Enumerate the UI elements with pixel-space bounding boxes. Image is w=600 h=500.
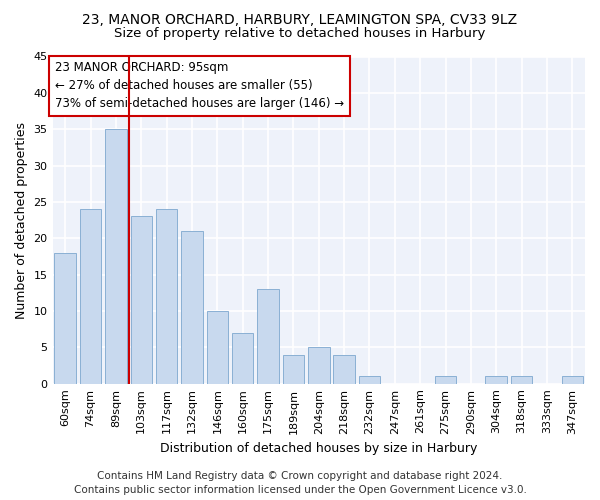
Bar [131,216,152,384]
Bar [435,376,457,384]
Bar [334,354,355,384]
Bar [55,253,76,384]
Bar [105,129,127,384]
Text: 23 MANOR ORCHARD: 95sqm
← 27% of detached houses are smaller (55)
73% of semi-de: 23 MANOR ORCHARD: 95sqm ← 27% of detache… [55,62,344,110]
Y-axis label: Number of detached properties: Number of detached properties [15,122,28,318]
X-axis label: Distribution of detached houses by size in Harbury: Distribution of detached houses by size … [160,442,478,455]
Bar [206,311,228,384]
Bar [562,376,583,384]
Bar [485,376,507,384]
Text: Size of property relative to detached houses in Harbury: Size of property relative to detached ho… [115,28,485,40]
Bar [232,333,253,384]
Bar [359,376,380,384]
Bar [308,348,329,384]
Bar [80,209,101,384]
Text: 23, MANOR ORCHARD, HARBURY, LEAMINGTON SPA, CV33 9LZ: 23, MANOR ORCHARD, HARBURY, LEAMINGTON S… [82,12,518,26]
Bar [156,209,178,384]
Bar [257,289,279,384]
Bar [181,231,203,384]
Bar [283,354,304,384]
Text: Contains HM Land Registry data © Crown copyright and database right 2024.
Contai: Contains HM Land Registry data © Crown c… [74,471,526,495]
Bar [511,376,532,384]
